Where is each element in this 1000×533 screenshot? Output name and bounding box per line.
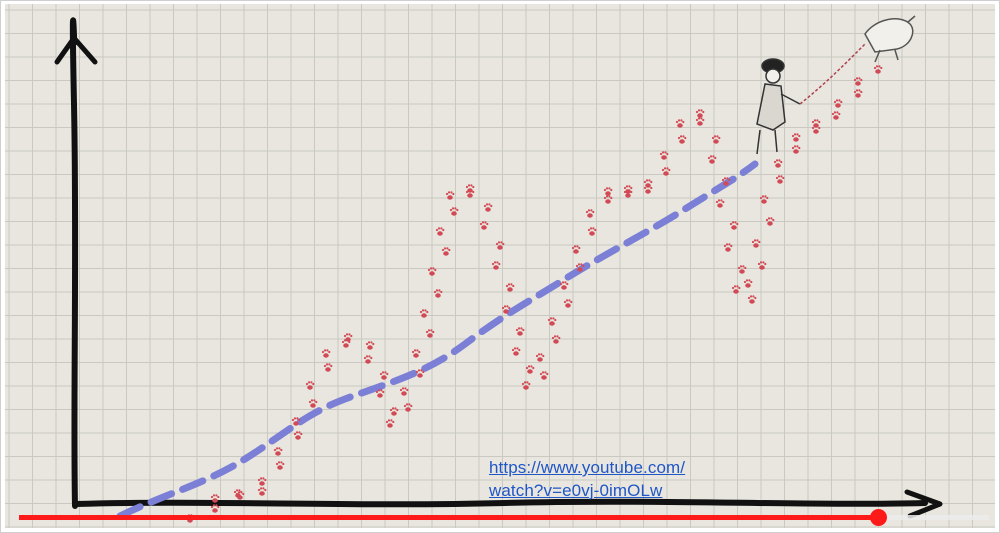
progress-played [19,515,879,520]
x-axis [72,498,928,508]
link-line-2[interactable]: watch?v=e0vj-0imOLw [489,481,663,500]
man-walking-icon [756,58,801,155]
link-line-1[interactable]: https://www.youtube.com/ [489,458,686,477]
paper-grid [5,4,995,528]
video-progress-bar[interactable] [19,509,989,526]
progress-scrubber-handle[interactable] [870,509,888,526]
x-axis-arrow-icon [904,489,943,519]
graph-sketch [5,4,995,528]
y-axis [69,17,79,509]
dog-icon [864,15,916,63]
video-player[interactable]: https://www.youtube.com/ watch?v=e0vj-0i… [5,4,995,528]
dog-paw-trail [185,65,883,523]
leash-icon [799,43,866,105]
y-axis-arrow-icon [54,35,98,65]
youtube-link[interactable]: https://www.youtube.com/ watch?v=e0vj-0i… [489,456,685,502]
owner-path [116,160,759,520]
